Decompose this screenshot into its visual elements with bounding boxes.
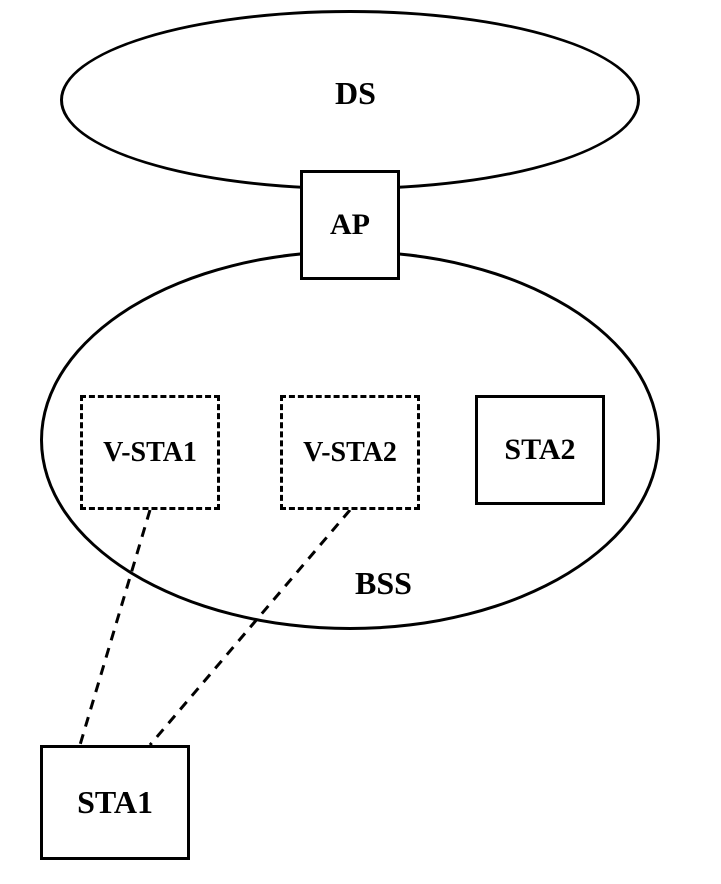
- sta1-box: STA1: [40, 745, 190, 860]
- vsta2-box: V-STA2: [280, 395, 420, 510]
- sta2-box: STA2: [475, 395, 605, 505]
- vsta1-box: V-STA1: [80, 395, 220, 510]
- vsta1-label: V-STA1: [103, 437, 197, 469]
- vsta2-label: V-STA2: [303, 437, 397, 469]
- sta2-label: STA2: [504, 433, 575, 467]
- ds-label: DS: [335, 75, 376, 112]
- bss-label: BSS: [355, 565, 412, 602]
- sta1-label: STA1: [77, 784, 153, 821]
- ap-label: AP: [330, 208, 370, 242]
- ap-box: AP: [300, 170, 400, 280]
